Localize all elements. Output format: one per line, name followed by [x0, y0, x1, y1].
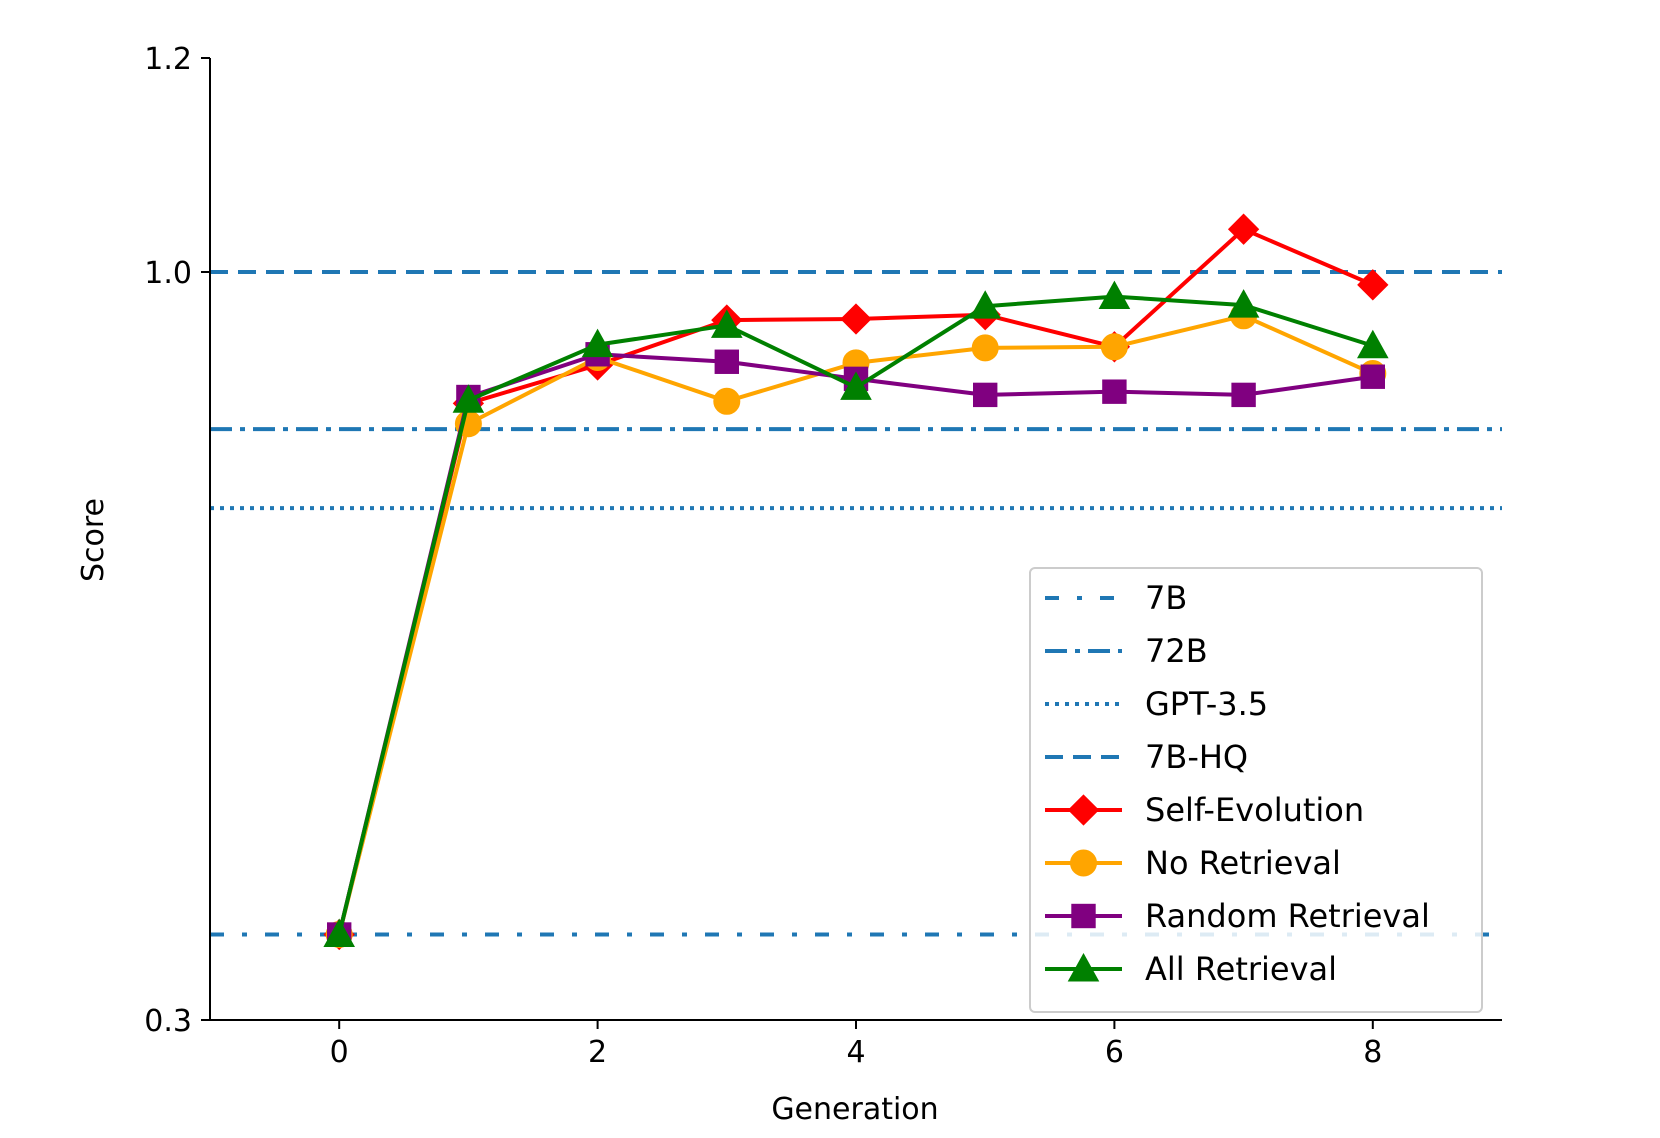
legend-label: Random Retrieval — [1145, 897, 1430, 935]
y-tick-label: 1.2 — [144, 42, 192, 77]
data-point-all-retrieval — [1099, 282, 1129, 309]
legend: 7B 72B GPT-3.5 7B-HQ Self-Evolution No Retrie… — [1030, 568, 1482, 1012]
y-axis-label: Score — [76, 498, 111, 582]
legend-label: GPT-3.5 — [1145, 685, 1268, 723]
x-axis-label: Generation — [771, 1092, 938, 1127]
legend-label: No Retrieval — [1145, 844, 1341, 882]
data-point-random-retrieval — [715, 350, 738, 373]
x-tick-label: 8 — [1363, 1035, 1382, 1070]
data-point-self-evolution — [1358, 270, 1388, 300]
data-point-self-evolution — [841, 304, 871, 334]
legend-label: 7B — [1145, 579, 1187, 617]
legend-marker — [1072, 904, 1095, 927]
y-tick-label: 1.0 — [144, 256, 192, 291]
legend-label: 72B — [1145, 632, 1208, 670]
legend-label: All Retrieval — [1145, 950, 1337, 988]
legend-label: Self-Evolution — [1145, 791, 1364, 829]
data-point-random-retrieval — [1232, 383, 1255, 406]
legend-box — [1030, 568, 1482, 1012]
x-tick-label: 0 — [330, 1035, 349, 1070]
data-point-random-retrieval — [1103, 380, 1126, 403]
data-point-no-retrieval — [1101, 334, 1127, 360]
data-point-no-retrieval — [714, 388, 740, 414]
legend-label: 7B-HQ — [1145, 738, 1248, 776]
x-tick-label: 6 — [1105, 1035, 1124, 1070]
y-tick-label: 0.3 — [144, 1004, 192, 1039]
data-point-random-retrieval — [974, 383, 997, 406]
legend-marker — [1071, 850, 1097, 876]
x-tick-label: 2 — [588, 1035, 607, 1070]
x-tick-label: 4 — [846, 1035, 865, 1070]
data-point-random-retrieval — [1361, 365, 1384, 388]
data-point-no-retrieval — [972, 335, 998, 361]
